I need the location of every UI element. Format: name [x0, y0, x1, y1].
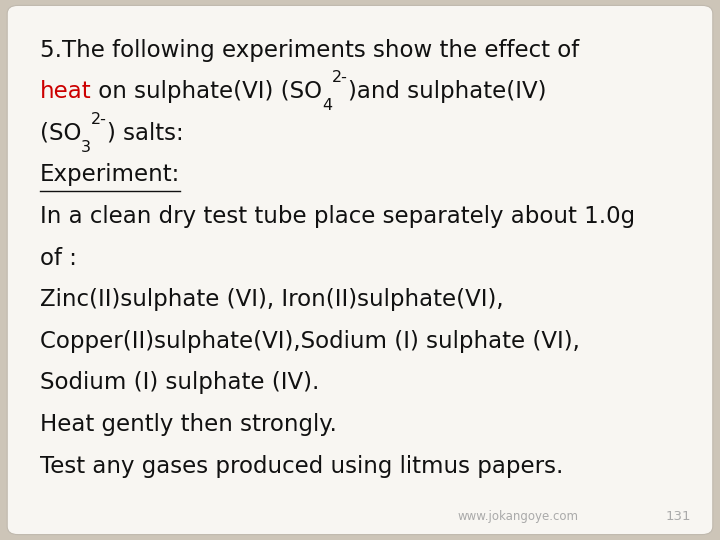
Text: Copper(II)sulphate(VI),Sodium (I) sulphate (VI),: Copper(II)sulphate(VI),Sodium (I) sulpha… — [40, 330, 580, 353]
Text: (SO: (SO — [40, 122, 81, 145]
Text: 4: 4 — [323, 98, 333, 113]
Text: www.jokangoye.com: www.jokangoye.com — [457, 510, 578, 523]
Text: on sulphate(VI) (SO: on sulphate(VI) (SO — [91, 80, 323, 103]
Text: 2-: 2- — [333, 70, 348, 85]
Text: Test any gases produced using litmus papers.: Test any gases produced using litmus pap… — [40, 455, 563, 477]
Text: 2-: 2- — [91, 112, 107, 127]
Text: ) salts:: ) salts: — [107, 122, 184, 145]
Text: 5.The following experiments show the effect of: 5.The following experiments show the eff… — [40, 39, 579, 62]
Text: In a clean dry test tube place separately about 1.0g: In a clean dry test tube place separatel… — [40, 205, 635, 228]
Text: of :: of : — [40, 247, 76, 269]
Text: )and sulphate(IV): )and sulphate(IV) — [348, 80, 546, 103]
Text: Sodium (I) sulphate (IV).: Sodium (I) sulphate (IV). — [40, 372, 319, 394]
Text: Zinc(II)sulphate (VI), Iron(II)sulphate(VI),: Zinc(II)sulphate (VI), Iron(II)sulphate(… — [40, 288, 503, 311]
Text: 3: 3 — [81, 140, 91, 155]
Text: Heat gently then strongly.: Heat gently then strongly. — [40, 413, 336, 436]
Text: Experiment:: Experiment: — [40, 164, 180, 186]
Text: heat: heat — [40, 80, 91, 103]
Text: 131: 131 — [666, 510, 691, 523]
